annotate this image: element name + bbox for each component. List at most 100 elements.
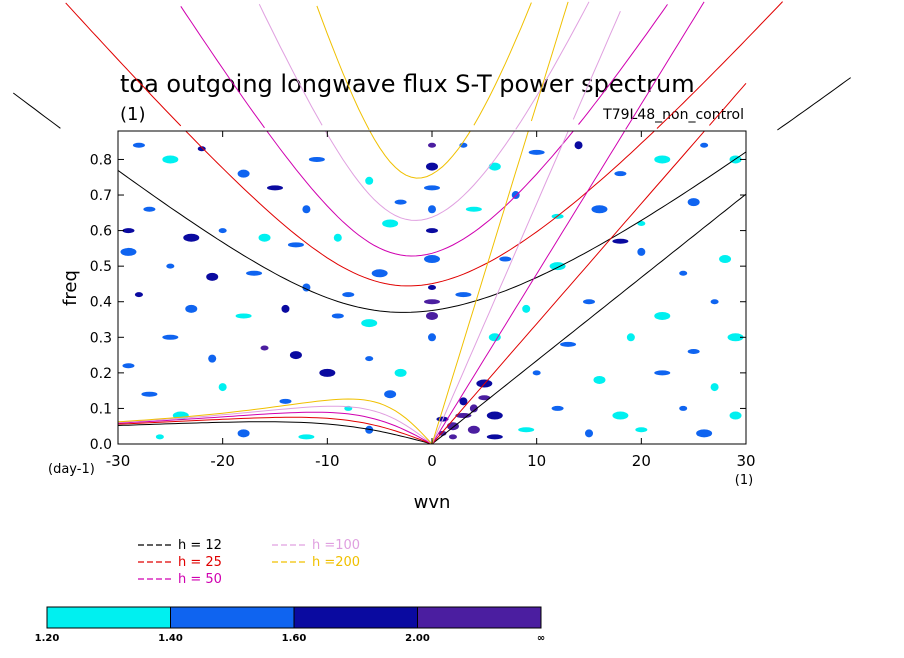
spectral-blob [729, 411, 742, 420]
spectral-blob [426, 162, 438, 171]
colorbar-segment [170, 606, 295, 629]
spectral-blob [637, 220, 646, 226]
spectral-blob [185, 304, 198, 313]
colorbar-label: 1.40 [158, 633, 183, 644]
spectral-blob [560, 341, 577, 347]
spectral-blob [302, 205, 311, 214]
y-tick-label: 0.6 [90, 224, 112, 240]
spectral-blob [528, 149, 545, 155]
spectral-blob [382, 219, 399, 228]
spectral-blob [424, 299, 440, 305]
gravity-curve-h50 [266, 131, 574, 257]
rossby-curve-h50 [118, 411, 433, 444]
y-tick-label: 0.3 [90, 330, 112, 346]
legend-label: h =200 [312, 555, 360, 570]
spectral-blob [162, 334, 179, 340]
spectral-blob [384, 390, 397, 399]
spectral-blob [696, 429, 713, 438]
spectral-blob [394, 199, 407, 205]
spectral-blob [298, 434, 315, 440]
gravity-curve-ext-h25 [656, 1, 783, 129]
spectral-blob [488, 162, 501, 171]
rossby-curve-h12 [118, 421, 433, 444]
spectral-blob [258, 233, 271, 242]
spectral-blob [446, 422, 459, 431]
spectral-blob [518, 427, 535, 433]
spectral-blob [428, 142, 436, 148]
spectral-blob [511, 191, 520, 200]
spectral-blob [424, 255, 440, 264]
x-tick-label: 10 [527, 452, 546, 470]
kelvin-curve-h200 [431, 131, 529, 444]
legend: h = 12 h = 25 h = 50 h =100 h =200 [138, 538, 360, 587]
spectral-blob [459, 397, 468, 406]
spectral-blob [166, 263, 175, 269]
spectral-blob [486, 434, 503, 440]
spectral-blob [687, 349, 700, 355]
chart-subtitle-left: (1) [120, 104, 146, 125]
legend-label: h = 25 [178, 555, 222, 570]
legend-label: h = 50 [178, 572, 222, 587]
spectral-blob [218, 383, 227, 392]
gravity-curve-ext-h50 [578, 4, 668, 125]
spectral-blob [654, 155, 671, 164]
spectral-blob [237, 429, 250, 438]
spectral-blob [260, 345, 269, 351]
y-tick-label: 0.5 [90, 259, 112, 275]
colorbar: 1.20 1.40 1.60 2.00 ∞ [35, 606, 545, 644]
colorbar-segment [293, 606, 418, 629]
spectral-blob [424, 185, 440, 191]
y-axis-units: (day-1) [48, 462, 95, 477]
kelvin-curve-ext-h100 [572, 11, 621, 120]
spectral-blob [710, 383, 719, 392]
spectral-blob [626, 333, 635, 342]
spectral-blob [591, 205, 608, 214]
spectral-blob [486, 411, 503, 420]
spectral-blob [727, 333, 744, 342]
spectral-blob [426, 228, 438, 234]
gravity-curve-ext-h50 [180, 6, 265, 129]
spectral-power-blobs [120, 141, 744, 440]
rossby-curve-h25 [118, 416, 433, 444]
colorbar-label: 1.20 [35, 633, 60, 644]
spectral-blob [279, 398, 292, 404]
spectral-blob [637, 247, 646, 256]
kelvin-curve-h100 [431, 131, 569, 444]
colorbar-segment [417, 606, 542, 629]
gravity-curve-ext-h12 [777, 77, 851, 131]
spectral-blob [183, 233, 200, 242]
spectral-blob [319, 368, 336, 377]
kelvin-curve-ext-h200 [530, 1, 569, 122]
gravity-curve-h100 [324, 131, 516, 221]
spectral-blob [469, 404, 478, 413]
chart-title: toa outgoing longwave flux S-T power spe… [120, 70, 695, 98]
x-axis-label: wvn [414, 492, 451, 513]
spectral-blob [237, 169, 250, 178]
colorbar-label: ∞ [537, 633, 545, 644]
kelvin-curve-h12 [431, 193, 746, 444]
spectral-blob [122, 228, 135, 234]
x-tick-label: -30 [106, 452, 131, 470]
spectral-blob [635, 427, 648, 433]
spectral-blob [155, 434, 164, 440]
spectral-blob [593, 375, 606, 384]
spectral-blob [208, 354, 217, 363]
colorbar-label: 2.00 [405, 633, 430, 644]
spectral-blob [426, 311, 438, 320]
spectral-blob [287, 242, 304, 248]
spectral-blob [614, 171, 627, 177]
spectral-blob [141, 391, 158, 397]
spectral-blob [583, 299, 595, 305]
spectral-blob [143, 206, 156, 212]
colorbar-label: 1.60 [282, 633, 307, 644]
y-tick-label: 0.1 [90, 401, 112, 417]
spectral-blob [162, 155, 179, 164]
spectral-blob [455, 413, 472, 419]
spectral-blob [333, 233, 342, 242]
kelvin-curve-ext-h25 [709, 82, 747, 126]
gravity-curve-ext-h100 [515, 1, 590, 130]
kelvin-curve-h25 [431, 131, 706, 444]
spectral-blob [654, 311, 671, 320]
axis-ticks: -30 -20 -10 0 10 20 30 0.0 0.1 0.2 0.3 0.4 0.5 0.6 0.7… [90, 131, 756, 470]
